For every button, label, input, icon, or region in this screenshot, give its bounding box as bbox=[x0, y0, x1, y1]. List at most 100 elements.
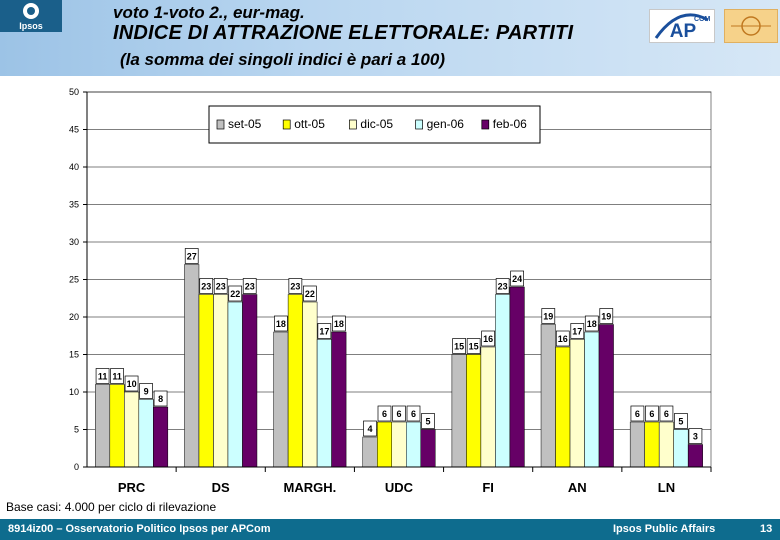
bar-gen-06-FI bbox=[495, 294, 511, 468]
legend-label: dic-05 bbox=[360, 117, 393, 131]
bar-dic-05-LN bbox=[658, 421, 674, 468]
bar-ott-05-AN bbox=[555, 346, 571, 468]
legend-swatch bbox=[282, 119, 291, 130]
data-label: 19 bbox=[543, 312, 553, 322]
data-label-box bbox=[688, 428, 703, 444]
legend-label: set-05 bbox=[228, 117, 262, 131]
bar-set-05-LN bbox=[629, 421, 645, 468]
data-label: 24 bbox=[512, 274, 522, 284]
bar-set-05-DS bbox=[184, 264, 200, 468]
legend-label: ott-05 bbox=[294, 117, 325, 131]
bar-feb-06-MARGH. bbox=[331, 331, 347, 468]
bar-ott-05-FI bbox=[466, 354, 482, 468]
data-label-box bbox=[659, 405, 674, 422]
bar-feb-06-UDC bbox=[420, 429, 436, 468]
data-label: 18 bbox=[587, 319, 597, 329]
bar-dic-05-MARGH. bbox=[302, 301, 318, 468]
data-label-box bbox=[584, 315, 599, 332]
page-title: INDICE DI ATTRAZIONE ELETTORALE: PARTITI bbox=[113, 22, 574, 44]
apcom-logo: AP COM bbox=[649, 9, 715, 43]
bar-gen-06-LN bbox=[673, 429, 689, 468]
legend-swatch bbox=[216, 119, 225, 130]
bar-dic-05-DS bbox=[213, 294, 229, 468]
data-label: 22 bbox=[305, 289, 315, 299]
bar-feb-06-PRC bbox=[153, 406, 169, 468]
data-label-box bbox=[541, 308, 556, 324]
ipsos-logo-text: Ipsos bbox=[19, 21, 43, 31]
data-label: 15 bbox=[454, 342, 464, 352]
data-label: 23 bbox=[245, 282, 255, 292]
data-label: 15 bbox=[469, 342, 479, 352]
data-label-box bbox=[363, 420, 377, 437]
bar-dic-05-AN bbox=[569, 339, 585, 468]
data-label: 17 bbox=[572, 327, 582, 337]
data-label-box bbox=[466, 338, 481, 354]
header-banner: Ipsos voto 1-voto 2., eur-mag. INDICE DI… bbox=[0, 0, 780, 76]
bar-ott-05-LN bbox=[644, 421, 660, 468]
bar-gen-06-MARGH. bbox=[316, 339, 332, 468]
data-label: 6 bbox=[635, 409, 640, 419]
data-label: 5 bbox=[425, 417, 430, 427]
data-label: 6 bbox=[411, 409, 416, 419]
data-label-box bbox=[288, 278, 303, 294]
bar-set-05-MARGH. bbox=[273, 331, 289, 468]
data-label: 23 bbox=[201, 282, 211, 292]
apcom-logo-sup: COM bbox=[694, 16, 711, 23]
legend-swatch bbox=[481, 119, 490, 130]
y-tick-label: 30 bbox=[69, 237, 79, 247]
data-label: 16 bbox=[483, 334, 493, 344]
data-label-box bbox=[332, 315, 346, 332]
bar-feb-06-DS bbox=[242, 294, 258, 468]
y-tick-label: 15 bbox=[69, 350, 79, 360]
y-tick-label: 5 bbox=[74, 425, 79, 435]
data-label: 23 bbox=[498, 282, 508, 292]
data-label: 6 bbox=[382, 409, 387, 419]
y-tick-label: 35 bbox=[69, 200, 79, 210]
data-label-box bbox=[481, 330, 495, 347]
bar-feb-06-LN bbox=[687, 444, 703, 468]
data-label-box bbox=[95, 368, 110, 384]
title-line-1: voto 1-voto 2., eur-mag. bbox=[113, 3, 305, 22]
legend-label: feb-06 bbox=[493, 117, 527, 131]
data-label-box bbox=[274, 315, 288, 332]
legend-swatch bbox=[415, 119, 423, 130]
chart-legend: set-05 ott-05 dic-05 gen-06 feb-06 bbox=[208, 105, 541, 144]
data-label-box bbox=[452, 338, 466, 354]
data-label-box bbox=[510, 270, 524, 287]
bar-set-05-AN bbox=[540, 324, 556, 468]
data-label: 23 bbox=[216, 282, 226, 292]
data-label: 5 bbox=[678, 417, 683, 427]
data-label: 11 bbox=[112, 372, 122, 382]
footer-bar: 8914iz00 – Osservatorio Politico Ipsos p… bbox=[0, 519, 780, 540]
data-label: 19 bbox=[601, 312, 611, 322]
data-label-box bbox=[392, 405, 406, 422]
data-label: 16 bbox=[558, 334, 568, 344]
data-label-box bbox=[377, 405, 392, 422]
bar-feb-06-AN bbox=[598, 324, 614, 468]
y-tick-label: 20 bbox=[69, 312, 79, 322]
data-label: 10 bbox=[127, 379, 137, 389]
data-label: 8 bbox=[158, 394, 163, 404]
legend-label: gen-06 bbox=[427, 117, 465, 131]
x-tick-label: FI bbox=[482, 480, 494, 495]
page-subtitle: (la somma dei singoli indici è pari a 10… bbox=[120, 50, 445, 69]
bar-gen-06-PRC bbox=[138, 399, 154, 468]
x-tick-label: PRC bbox=[118, 480, 146, 495]
data-label-box bbox=[242, 278, 257, 294]
bar-gen-06-AN bbox=[584, 331, 600, 468]
data-label: 22 bbox=[230, 289, 240, 299]
data-label-box bbox=[555, 330, 570, 347]
data-label-box bbox=[495, 278, 510, 294]
partner-logo bbox=[724, 9, 778, 43]
data-label: 11 bbox=[98, 372, 108, 382]
data-label-box bbox=[406, 405, 421, 422]
bar-feb-06-FI bbox=[509, 286, 525, 468]
data-label-box bbox=[630, 405, 645, 422]
data-label-box bbox=[213, 278, 228, 294]
y-tick-label: 0 bbox=[74, 462, 79, 472]
data-label-box bbox=[303, 285, 317, 302]
data-label: 27 bbox=[187, 252, 197, 262]
